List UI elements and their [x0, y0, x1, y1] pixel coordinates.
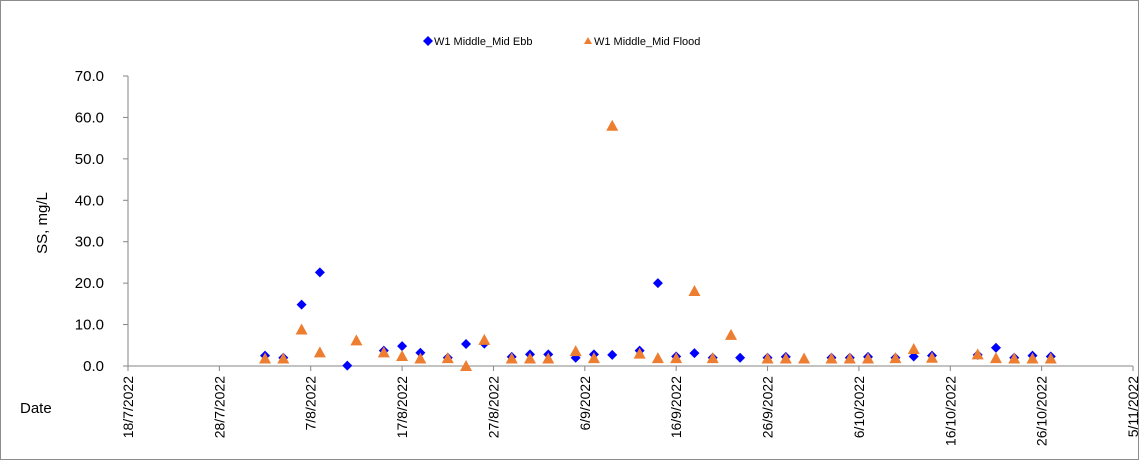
data-point — [971, 348, 984, 360]
data-point — [314, 267, 325, 278]
data-point — [907, 343, 920, 355]
legend-item: W1 Middle_Mid Ebb — [423, 36, 532, 48]
x-tick-label: 16/10/2022 — [942, 376, 958, 446]
data-point — [396, 350, 409, 362]
data-point — [397, 341, 408, 352]
y-axis: 0.0 10.0 20.0 30.0 40.0 50.0 60.0 70.0 — [75, 68, 129, 375]
data-point — [478, 333, 491, 345]
data-point — [798, 352, 811, 364]
y-tick-label: 50.0 — [75, 151, 104, 168]
series-flood — [259, 119, 1057, 371]
data-point — [670, 352, 683, 364]
x-tick-label: 6/9/2022 — [577, 376, 593, 431]
x-tick-label: 5/11/2022 — [1125, 376, 1138, 437]
x-tick-label: 6/10/2022 — [851, 376, 867, 438]
data-point — [688, 285, 701, 297]
x-tick-label: 26/10/2022 — [1034, 376, 1050, 446]
data-point — [296, 299, 307, 310]
y-tick-label: 70.0 — [75, 68, 104, 85]
legend-diamond-icon — [423, 36, 433, 46]
data-point — [414, 352, 427, 364]
y-tick-label: 0.0 — [83, 358, 104, 375]
x-tick-label: 17/8/2022 — [394, 376, 410, 438]
data-point — [350, 334, 363, 346]
x-tick-label: 16/9/2022 — [668, 376, 684, 438]
data-point — [735, 352, 746, 363]
data-point — [1044, 352, 1057, 364]
y-tick-label: 10.0 — [75, 317, 104, 334]
data-point — [461, 339, 472, 350]
data-point — [633, 347, 646, 359]
x-tick-label: 26/9/2022 — [760, 376, 776, 438]
legend-label: W1 Middle_Mid Ebb — [434, 36, 532, 48]
data-point — [277, 352, 290, 364]
data-point — [313, 346, 326, 358]
y-tick-label: 30.0 — [75, 234, 104, 251]
y-axis-title: SS, mg/L — [34, 192, 51, 254]
data-point — [725, 328, 737, 340]
data-point — [295, 323, 308, 335]
data-point — [651, 352, 664, 364]
x-axis: 18/7/2022 28/7/2022 7/8/2022 17/8/2022 27/8/… — [120, 365, 1138, 446]
data-point — [342, 360, 353, 371]
y-tick-label: 60.0 — [75, 109, 104, 126]
data-point — [542, 352, 555, 364]
legend-triangle-icon — [584, 37, 592, 44]
y-tick-label: 20.0 — [75, 275, 104, 292]
data-point — [779, 352, 792, 364]
data-point — [606, 119, 619, 131]
legend-item: W1 Middle_Mid Flood — [584, 36, 700, 48]
data-point — [706, 352, 719, 364]
data-point — [441, 352, 454, 364]
y-tick-label: 40.0 — [75, 192, 104, 209]
data-point — [524, 352, 536, 364]
legend: W1 Middle_Mid Ebb W1 Middle_Mid Flood — [423, 36, 700, 48]
data-point — [652, 278, 663, 289]
x-tick-label: 18/7/2022 — [120, 376, 136, 438]
x-tick-label: 28/7/2022 — [211, 376, 227, 438]
data-point — [990, 342, 1001, 353]
data-point — [989, 352, 1002, 364]
data-point — [926, 351, 938, 363]
data-point — [843, 352, 856, 364]
legend-label: W1 Middle_Mid Flood — [594, 36, 700, 48]
data-point — [1026, 352, 1039, 364]
data-point — [889, 352, 902, 364]
data-point — [377, 346, 390, 358]
data-point — [761, 352, 774, 364]
data-point — [587, 352, 600, 364]
data-point — [1008, 352, 1021, 364]
x-axis-title: Date — [20, 400, 52, 417]
data-point — [607, 349, 618, 360]
x-tick-label: 7/8/2022 — [303, 376, 319, 431]
plot-points — [259, 119, 1057, 371]
data-point — [862, 352, 875, 364]
data-point — [505, 352, 518, 364]
x-tick-label: 27/8/2022 — [485, 376, 501, 438]
data-point — [825, 352, 838, 364]
data-point — [259, 352, 272, 364]
data-point — [460, 360, 473, 371]
data-point — [689, 348, 700, 359]
data-point — [569, 345, 582, 357]
